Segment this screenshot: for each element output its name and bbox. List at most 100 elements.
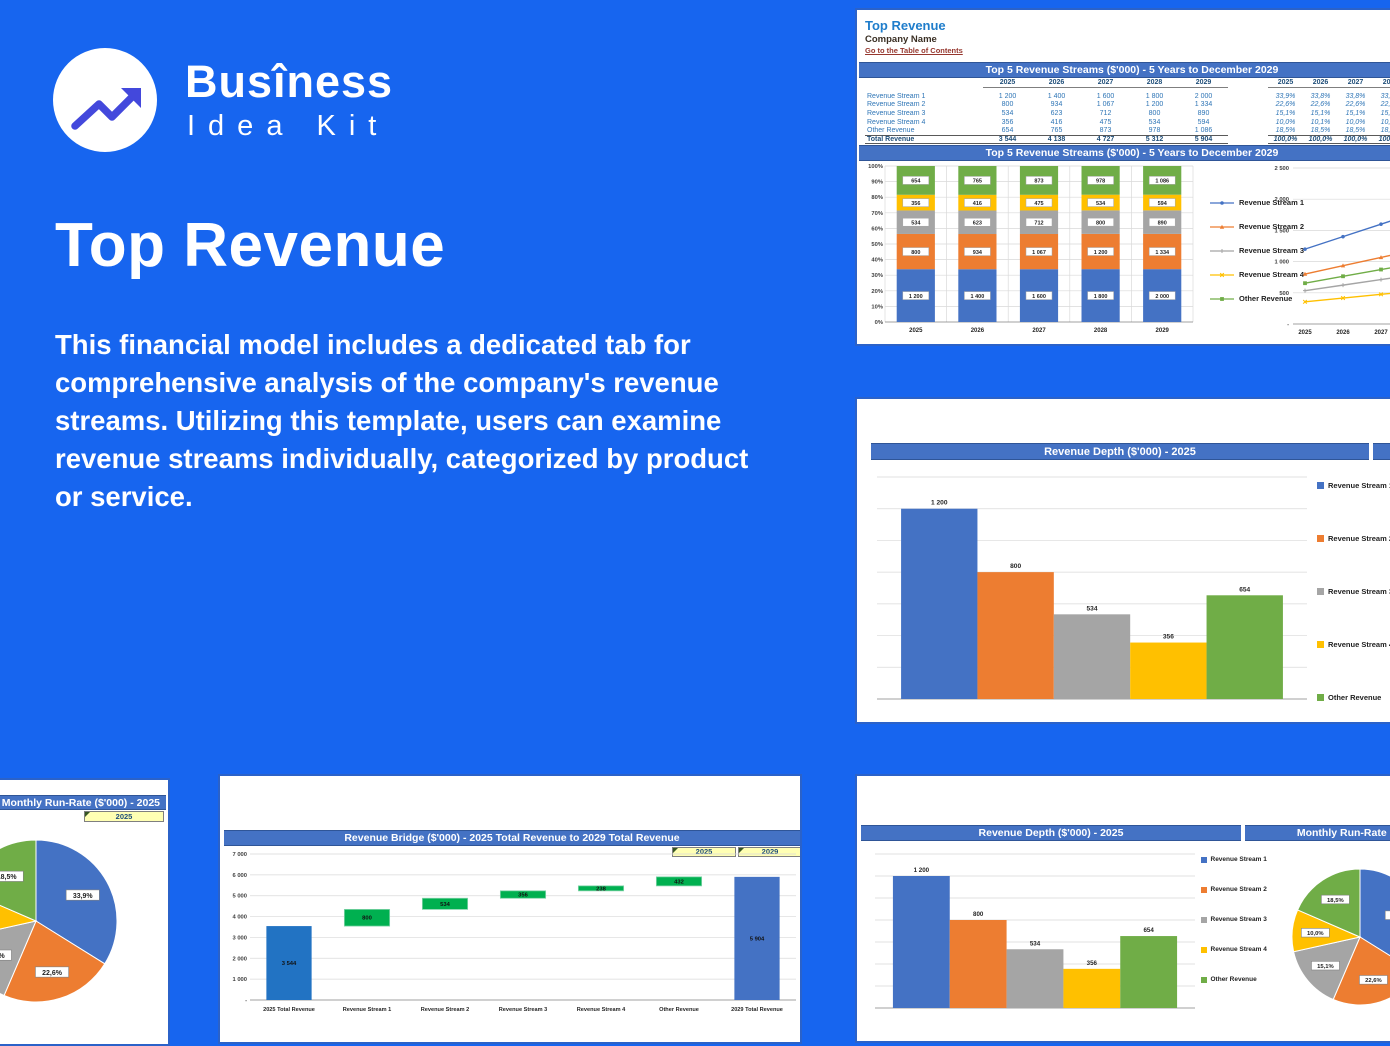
table-cell: 18,4% (1380, 127, 1390, 135)
svg-text:623: 623 (973, 221, 982, 227)
svg-text:1 200: 1 200 (909, 294, 923, 300)
table-cell: 416 (1050, 118, 1063, 126)
svg-text:800: 800 (362, 916, 372, 922)
run-rate-pie-chart: 33,9%22,6%15,1%10,0%18,5% (1291, 868, 1390, 1006)
svg-text:594: 594 (1158, 201, 1168, 207)
svg-text:2028: 2028 (1094, 328, 1108, 334)
header-bar-continuation (1373, 443, 1390, 460)
legend-item: Revenue Stream 2 (1317, 534, 1390, 543)
table-cell: 654 (1001, 127, 1014, 135)
legend-swatch (1317, 641, 1324, 648)
svg-text:Revenue Stream 4: Revenue Stream 4 (577, 1007, 626, 1013)
legend-item: Other Revenue (1317, 693, 1390, 702)
table-cell: 1 067 (1096, 101, 1115, 109)
svg-text:2027: 2027 (1032, 328, 1046, 334)
svg-text:534: 534 (1096, 201, 1106, 207)
bar (1120, 936, 1178, 1008)
table-cell: 100,0% (1268, 134, 1303, 144)
year-selector[interactable]: 2025 (84, 811, 164, 822)
table-cell: 2025 (983, 78, 1032, 88)
page-description: This financial model includes a dedicate… (55, 329, 749, 512)
table-cell: 1 200 (1145, 101, 1164, 109)
svg-text:800: 800 (911, 250, 920, 256)
table-cell (1228, 101, 1268, 110)
svg-text:18,5%: 18,5% (0, 874, 17, 881)
table-cell: 2026 (1032, 78, 1081, 88)
svg-text:5 904: 5 904 (750, 936, 765, 942)
chart-header-text: Top 5 Revenue Streams ($'000) - 5 Years … (985, 147, 1279, 159)
svg-text:1 200: 1 200 (931, 500, 948, 507)
table-cell: 1 086 (1194, 127, 1213, 135)
depth-header-bar: Revenue Depth ($'000) - 2025 (871, 443, 1369, 460)
waterfall-chart: 7 000 6 000 5 000 4 000 3 000 2 000 1 000 - 3 54… (232, 852, 796, 1013)
page-title: Top Revenue (55, 211, 446, 280)
svg-text:2 000: 2 000 (1274, 197, 1289, 203)
revenue-table: 202520262027202820292025202620272028Reve… (865, 78, 1390, 144)
table-cell: 1 800 (1145, 92, 1164, 100)
legend-item: Revenue Stream 2 (1201, 886, 1267, 893)
pie-slice (35, 839, 118, 965)
waterfall-bar (499, 890, 547, 899)
svg-text:2025: 2025 (909, 328, 923, 334)
table-of-contents-link[interactable]: Go to the Table of Contents (865, 46, 963, 55)
run-rate-header-text: Monthly Run-Rate ($'000) - 2025 (1, 796, 160, 809)
table-row: Revenue Stream 3 534 623 712 800 890 15,1% 15,1… (865, 109, 1390, 118)
svg-text:873: 873 (1034, 179, 1043, 185)
legend-swatch (1317, 482, 1324, 489)
table-cell (865, 78, 983, 88)
year-selector-start[interactable]: 2025 (672, 847, 736, 857)
excel-panel-revenue-bridge: Revenue Bridge ($'000) - 2025 Total Reve… (218, 774, 802, 1044)
table-cell: 22,6% (1345, 101, 1366, 109)
table-cell: 1 200 (998, 92, 1017, 100)
table-cell: 5 312 (1130, 134, 1179, 144)
svg-text:1 200: 1 200 (1094, 250, 1108, 256)
svg-text:22,6%: 22,6% (1365, 978, 1382, 984)
year-selector-end[interactable]: 2029 (738, 847, 800, 857)
table-cell: 18,5% (1275, 127, 1296, 135)
svg-text:2 000: 2 000 (232, 956, 247, 962)
svg-text:2029 Total Revenue: 2029 Total Revenue (731, 1007, 783, 1013)
waterfall-bar (577, 885, 625, 892)
legend-swatch (1201, 917, 1207, 923)
svg-text:800: 800 (973, 911, 984, 918)
table-cell: Revenue Stream 1 (867, 92, 926, 100)
bar (949, 920, 1007, 1008)
svg-text:1 334: 1 334 (1155, 250, 1170, 256)
table-cell: 356 (1001, 118, 1014, 126)
table-cell: 934 (1050, 101, 1063, 109)
table-cell: 10,0% (1275, 118, 1296, 126)
svg-text:500: 500 (1279, 291, 1289, 297)
line-chart-legend: Revenue Stream 1 Revenue Stream 2 Revenue … (1209, 198, 1304, 318)
svg-text:890: 890 (1158, 220, 1167, 226)
depth-chart-container-small: 1 200 800 534 356 654 (859, 842, 1199, 1019)
svg-text:2027: 2027 (1374, 330, 1388, 336)
svg-text:238: 238 (596, 886, 606, 892)
table-cell (1228, 78, 1268, 88)
svg-text:40%: 40% (871, 258, 883, 264)
cell-flag-icon (85, 812, 90, 817)
stacked-bar-chart: 0% 10% 20% 30% 40% 50% 60% 70% 80% 90% 100% 1 200 80… (868, 164, 1194, 334)
excel-panel-depth-and-pie: Revenue Depth ($'000) - 2025 Monthly Run… (855, 774, 1390, 1043)
legend-swatch (1201, 977, 1207, 983)
svg-text:30%: 30% (871, 273, 883, 279)
depth-chart-legend-small: Revenue Stream 1 Revenue Stream 2 Revenue … (1201, 856, 1267, 1006)
table-cell: 2027 (1338, 78, 1373, 88)
legend-item: Revenue Stream 3 (1317, 587, 1390, 596)
table-cell: 2028 (1130, 78, 1179, 88)
svg-text:978: 978 (1096, 179, 1105, 185)
svg-text:356: 356 (1087, 960, 1098, 967)
pie-slice (3, 920, 106, 1003)
brand-subtitle: Idea Kit (187, 110, 390, 142)
svg-text:1 000: 1 000 (1274, 260, 1289, 266)
table-cell: 4 727 (1081, 134, 1130, 144)
waterfall-bar (734, 876, 780, 1000)
table-cell: 800 (1001, 101, 1014, 109)
svg-text:Revenue Stream 1: Revenue Stream 1 (343, 1007, 392, 1013)
svg-text:654: 654 (911, 179, 921, 185)
svg-text:534: 534 (911, 221, 921, 227)
svg-text:3 544: 3 544 (282, 961, 297, 967)
svg-text:2025 Total Revenue: 2025 Total Revenue (263, 1007, 315, 1013)
bar (892, 876, 950, 1008)
table-cell: 1 600 (1096, 92, 1115, 100)
legend-item: Revenue Stream 1 (1317, 481, 1390, 490)
